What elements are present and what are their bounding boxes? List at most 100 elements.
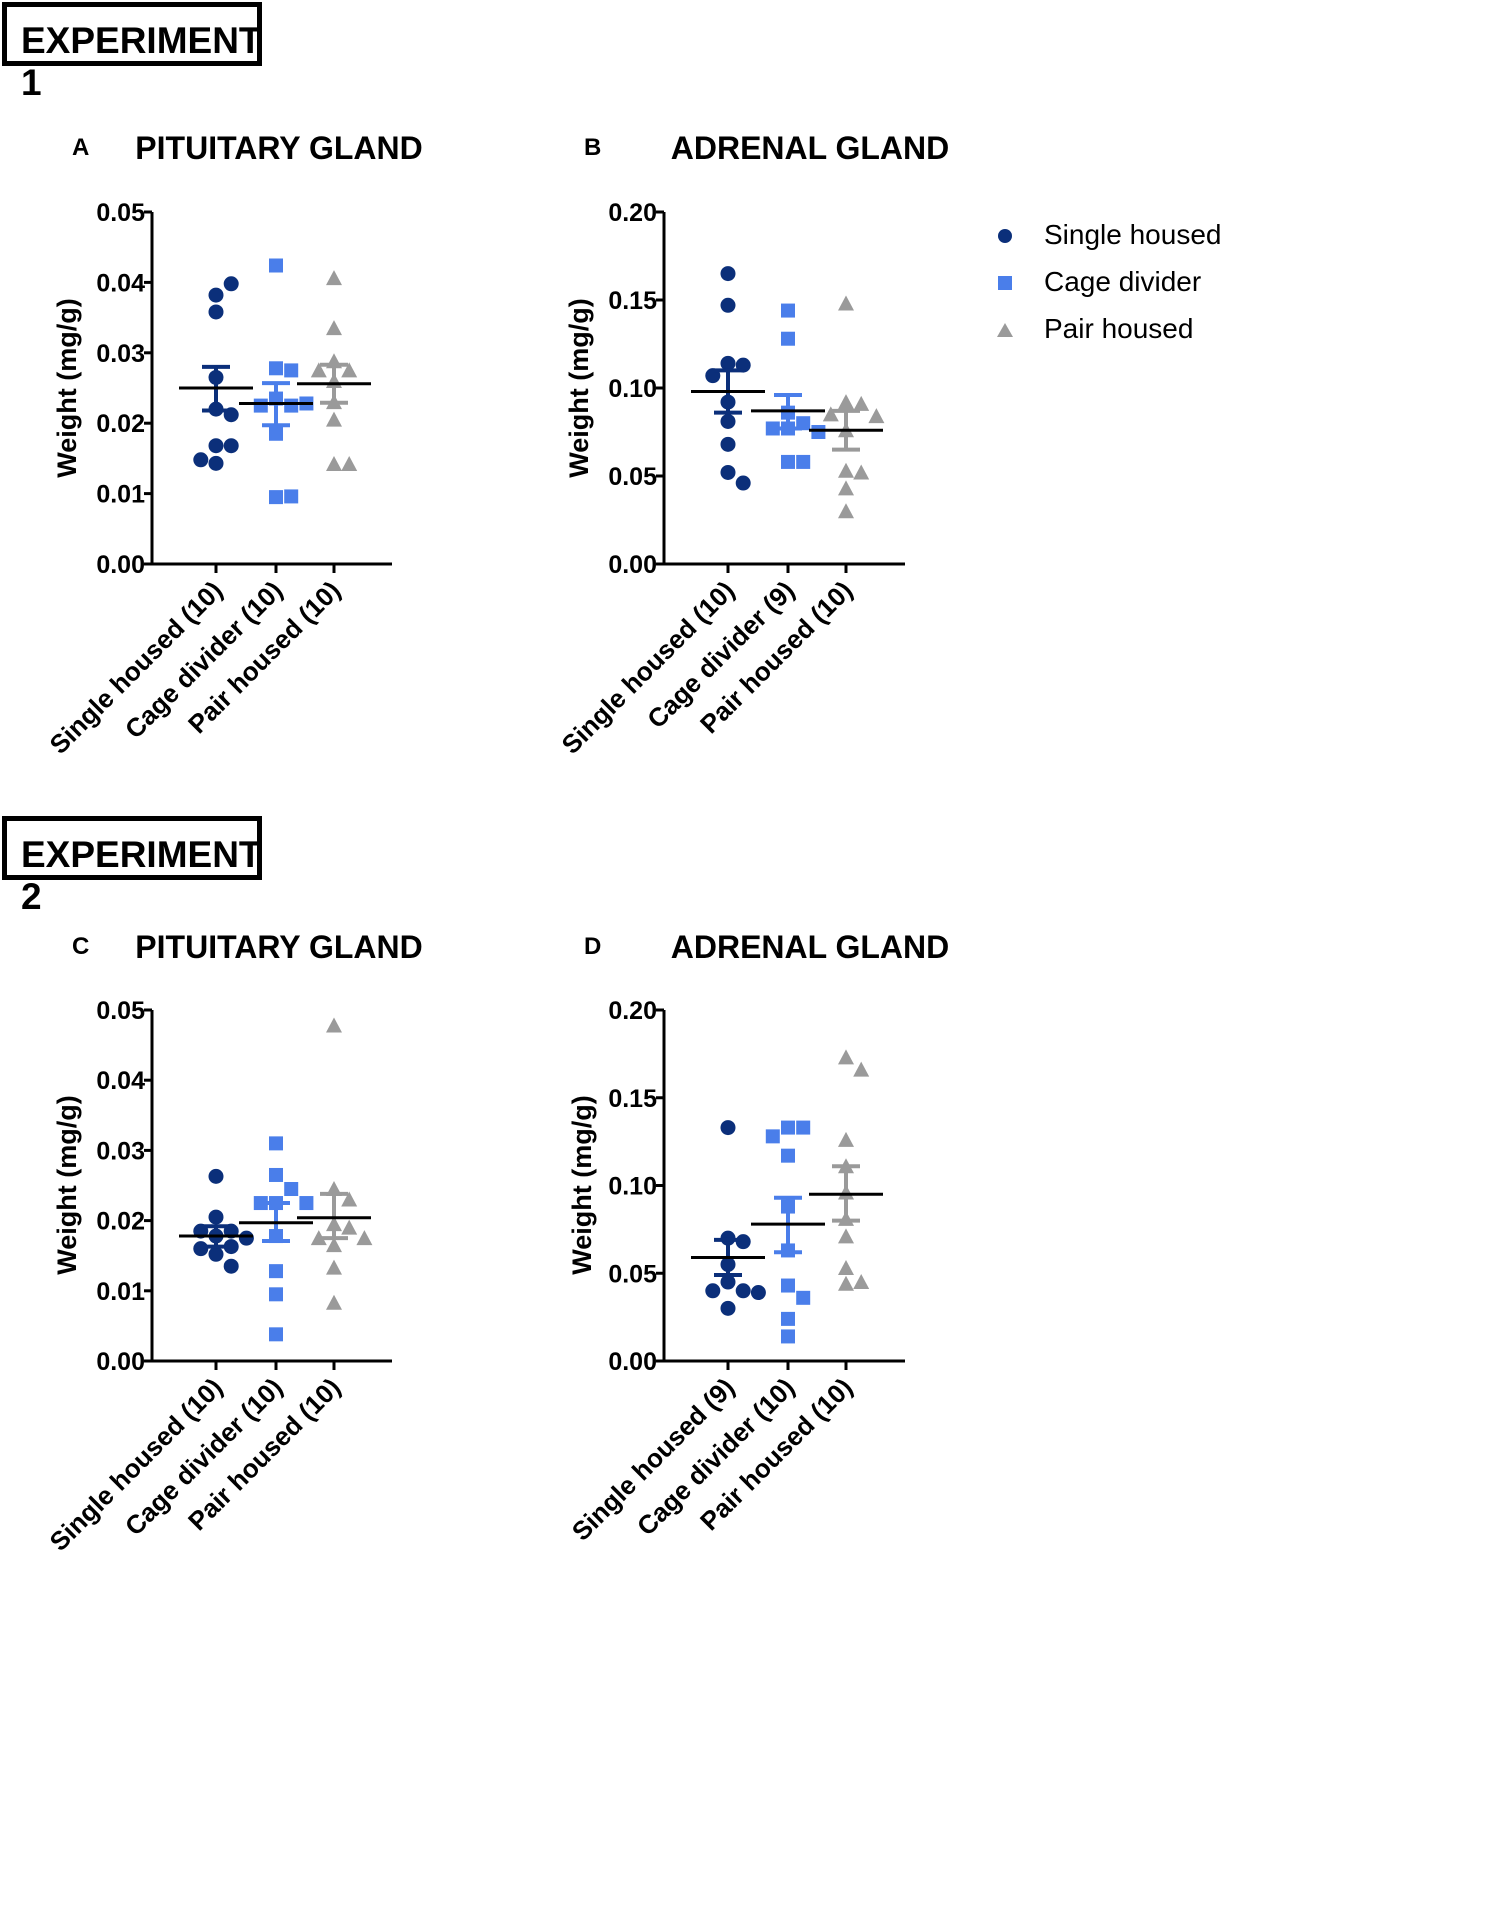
data-point [720, 355, 736, 371]
panel-letter: C [72, 933, 89, 960]
data-point [193, 1241, 209, 1257]
y-tick-label: 0.20 [608, 997, 657, 1025]
data-point [269, 1136, 283, 1151]
data-point [838, 1275, 854, 1291]
data-point [868, 408, 885, 424]
data-point [735, 1283, 751, 1299]
panel-c-pituitary-experiment-2: C PITUITARY GLAND 0.00 0.01 0.02 0.03 0.04 0.… [44, 929, 423, 1557]
data-point [326, 270, 342, 286]
data-point [853, 464, 870, 480]
data-point [269, 258, 283, 273]
data-point [193, 452, 209, 468]
data-point [253, 1196, 268, 1211]
data-point [269, 490, 283, 505]
legend-item-single-housed: Single housed [998, 219, 1221, 250]
data-point [269, 1287, 283, 1302]
y-axis-label: Weight (mg/g) [567, 1095, 597, 1274]
legend-label: Pair housed [1044, 313, 1193, 344]
data-point [720, 413, 736, 429]
panel-title: PITUITARY GLAND [135, 130, 422, 166]
panel-letter: A [72, 134, 89, 161]
panel-letter: B [584, 134, 601, 161]
data-point [238, 1230, 254, 1246]
y-tick-label: 0.01 [96, 481, 145, 509]
data-point [720, 1120, 736, 1136]
data-point [284, 398, 299, 413]
data-point [341, 1191, 358, 1207]
panel-title: ADRENAL GLAND [671, 929, 950, 965]
data-point [781, 454, 795, 469]
data-point [269, 1327, 283, 1342]
data-point [208, 304, 224, 320]
data-point [720, 266, 736, 282]
data-point [269, 1167, 283, 1182]
y-tick-label: 0.04 [96, 269, 145, 297]
data-point [720, 464, 736, 480]
data-point [781, 303, 795, 318]
y-tick-label: 0.05 [96, 997, 145, 1025]
panel-title: ADRENAL GLAND [671, 130, 950, 166]
data-point [838, 1049, 854, 1065]
y-tick-label: 0.00 [608, 551, 657, 579]
legend-item-pair-housed: Pair housed [997, 313, 1193, 344]
panel-title: PITUITARY GLAND [135, 929, 422, 965]
data-point [796, 1120, 811, 1135]
data-point [223, 276, 239, 292]
data-point [208, 438, 224, 454]
panel-letter: D [584, 933, 601, 960]
data-point [208, 455, 224, 471]
y-tick-label: 0.00 [96, 1348, 145, 1376]
y-tick-label: 0.02 [96, 410, 145, 438]
data-point [208, 1246, 224, 1262]
panel-b-adrenal-experiment-1: B ADRENAL GLAND 0.00 0.05 0.10 0.15 0.20 Weig… [556, 130, 950, 760]
data-point [223, 438, 239, 454]
data-point [253, 398, 268, 413]
data-point [208, 287, 224, 303]
data-point [838, 462, 854, 478]
data-point [720, 297, 736, 313]
data-point [223, 1239, 239, 1255]
y-tick-label: 0.02 [96, 1208, 145, 1236]
y-tick-label: 0.00 [96, 551, 145, 579]
y-tick-label: 0.04 [96, 1067, 145, 1095]
data-point [853, 395, 870, 411]
data-point [705, 1283, 721, 1299]
data-point [326, 1259, 342, 1275]
data-point [781, 331, 795, 346]
y-tick-label: 0.15 [608, 287, 657, 315]
y-tick-label: 0.05 [608, 1260, 657, 1288]
data-point [838, 480, 854, 496]
y-tick-label: 0.05 [608, 463, 657, 491]
data-point [269, 1264, 283, 1279]
data-point [765, 1129, 780, 1144]
data-point [341, 362, 358, 378]
data-point [284, 363, 299, 378]
data-point [838, 295, 854, 311]
data-point [822, 406, 839, 422]
data-point [310, 1230, 327, 1246]
data-point [765, 421, 780, 436]
data-point [838, 1228, 854, 1244]
y-tick-label: 0.03 [96, 340, 145, 368]
data-point [853, 1274, 870, 1290]
data-point [838, 394, 854, 410]
data-point [269, 426, 283, 441]
legend-label: Single housed [1044, 219, 1221, 250]
y-tick-label: 0.15 [608, 1085, 657, 1113]
panel-d-adrenal-experiment-2: D ADRENAL GLAND 0.00 0.05 0.10 0.15 0.20 Weig… [566, 929, 949, 1546]
data-point [208, 1209, 224, 1225]
data-point [326, 411, 342, 427]
legend-label: Cage divider [1044, 266, 1201, 297]
experiment-1-label: EXPERIMENT 1 [2, 2, 262, 103]
y-axis-label: Weight (mg/g) [52, 1095, 82, 1274]
y-tick-label: 0.20 [608, 199, 657, 227]
data-point [720, 436, 736, 452]
data-point [326, 320, 342, 336]
y-tick-label: 0.10 [608, 375, 657, 403]
y-axis-label: Weight (mg/g) [564, 298, 594, 477]
data-point [853, 1061, 870, 1077]
data-point [781, 1148, 795, 1163]
data-point [269, 361, 283, 376]
data-point [720, 1300, 736, 1316]
data-point [838, 503, 854, 519]
